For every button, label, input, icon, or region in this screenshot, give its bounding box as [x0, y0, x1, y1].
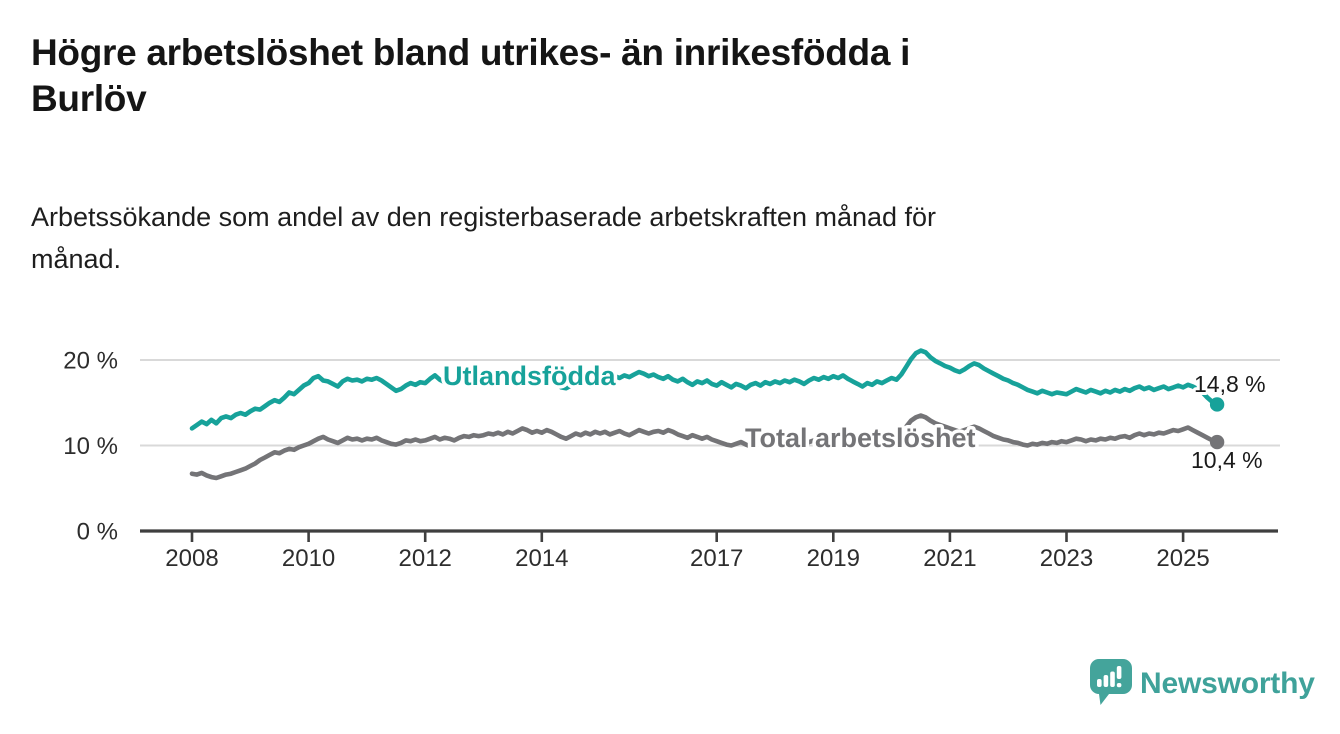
- page-title: Högre arbetslöshet bland utrikes- än inr…: [31, 30, 1261, 122]
- y-axis-label-20: 20 %: [63, 348, 118, 375]
- x-axis-label-2008: 2008: [165, 545, 218, 572]
- chart-plot-area: 20 % 10 % 0 % 2008 2010 2012 2014 2017 2019 2021 2…: [63, 348, 1280, 572]
- newsworthy-logo-text: Newsworthy: [1140, 667, 1315, 700]
- series-label-utlandsfodda: Utlandsfödda: [443, 361, 616, 391]
- x-axis-label-2017: 2017: [690, 545, 743, 572]
- series-end-dot-utlandsfodda: [1209, 397, 1225, 412]
- series-end-dot-total-arbetsloshet: [1209, 434, 1225, 450]
- end-value-label-total-arbetsloshet: 10,4 %: [1191, 447, 1263, 473]
- page-title-line2: Burlöv: [31, 78, 147, 119]
- x-axis-label-2025: 2025: [1156, 545, 1209, 572]
- series-line-utlandsfodda: [189, 348, 1220, 431]
- x-axis-label-2019: 2019: [807, 545, 860, 572]
- x-axis-label-2012: 2012: [399, 545, 452, 572]
- series-line-total-arbetsloshet: [189, 413, 1220, 481]
- page-subtitle: Arbetssökande som andel av den registerb…: [31, 196, 1261, 280]
- page-subtitle-line1: Arbetssökande som andel av den registerb…: [31, 202, 937, 232]
- page-subtitle-line2: månad.: [31, 244, 122, 274]
- page-title-line1: Högre arbetslöshet bland utrikes- än inr…: [31, 32, 911, 73]
- x-axis-label-2010: 2010: [282, 545, 335, 572]
- x-axis-label-2021: 2021: [923, 545, 976, 572]
- x-axis-label-2014: 2014: [515, 545, 568, 572]
- end-value-label-utlandsfodda: 14,8 %: [1194, 371, 1266, 397]
- y-axis-label-10: 10 %: [63, 433, 118, 460]
- newsworthy-bubble-chart-icon: [1090, 659, 1132, 705]
- series-label-total-arbetsloshet: Total arbetslöshet: [745, 423, 976, 453]
- y-axis-label-0: 0 %: [77, 519, 118, 546]
- newsworthy-logo: Newsworthy: [1082, 650, 1334, 719]
- x-axis-label-2023: 2023: [1040, 545, 1093, 572]
